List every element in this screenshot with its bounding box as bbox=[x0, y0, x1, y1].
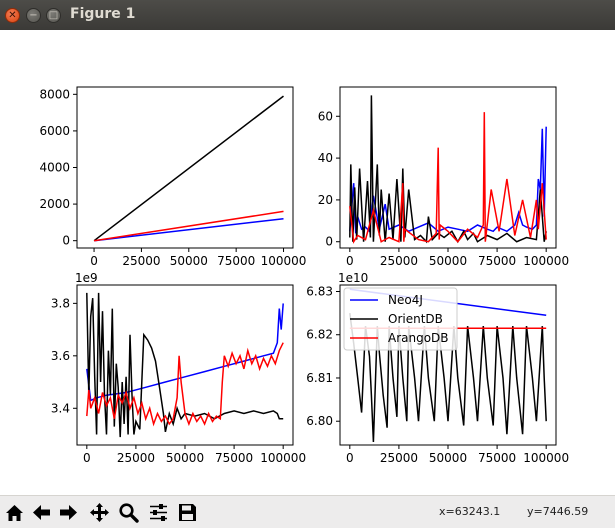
save-icon[interactable] bbox=[177, 502, 198, 523]
x-tick-label: 25000 bbox=[380, 451, 418, 465]
x-tick-label: 50000 bbox=[429, 254, 467, 268]
x-tick-label: 50000 bbox=[170, 254, 208, 268]
x-tick-label: 100000 bbox=[261, 254, 307, 268]
legend-box bbox=[343, 287, 458, 351]
series-line-top-left-0 bbox=[94, 217, 284, 242]
x-tick-label: 0 bbox=[346, 451, 354, 465]
pan-icon[interactable] bbox=[89, 502, 110, 523]
y-tick-label: 8000 bbox=[39, 87, 70, 101]
series-line-top-right-1 bbox=[349, 95, 547, 244]
y-tick-label: 6.81 bbox=[306, 371, 333, 385]
x-tick-label: 75000 bbox=[478, 254, 516, 268]
y-tick-label: 6.83 bbox=[306, 284, 333, 298]
legend-entry: ArangoDB bbox=[388, 331, 449, 345]
y-tick-label: 0 bbox=[325, 235, 333, 249]
subplots-config-icon[interactable] bbox=[148, 502, 169, 523]
window-maximize-button[interactable]: □ bbox=[46, 8, 61, 23]
axis-offset-label: 1e9 bbox=[75, 271, 98, 285]
series-line-top-right-2 bbox=[349, 112, 547, 244]
zoom-icon[interactable] bbox=[118, 502, 139, 523]
x-tick-label: 100000 bbox=[523, 451, 569, 465]
figure-canvas[interactable]: 0 25000 50000 75000 100000 0 2000 4000 6000 8000 0… bbox=[0, 30, 615, 495]
navigation-toolbar: x=63243.1 y=7446.59 bbox=[0, 495, 615, 528]
home-icon[interactable] bbox=[4, 502, 25, 523]
window-close-button[interactable]: ✕ bbox=[5, 8, 20, 23]
x-tick-label: 75000 bbox=[215, 451, 253, 465]
y-tick-label: 3.6 bbox=[51, 349, 70, 363]
x-coordinate-readout: x=63243.1 bbox=[439, 505, 501, 518]
x-tick-label: 25000 bbox=[380, 254, 418, 268]
y-tick-label: 40 bbox=[318, 151, 333, 165]
y-tick-label: 4000 bbox=[39, 161, 70, 175]
x-tick-label: 0 bbox=[346, 254, 354, 268]
y-tick-label: 20 bbox=[318, 193, 333, 207]
x-tick-label: 100000 bbox=[523, 254, 569, 268]
y-tick-label: 6.80 bbox=[306, 414, 333, 428]
x-tick-label: 25000 bbox=[122, 254, 160, 268]
y-tick-label: 3.8 bbox=[51, 296, 70, 310]
y-tick-label: 6.82 bbox=[306, 328, 333, 342]
figure-svg: 0 25000 50000 75000 100000020004000600080000… bbox=[39, 86, 569, 465]
forward-arrow-icon[interactable] bbox=[58, 502, 79, 523]
window-minimize-button[interactable]: − bbox=[26, 8, 41, 23]
x-tick-label: 0 bbox=[83, 451, 91, 465]
axis-offset-label: 1e10 bbox=[338, 271, 368, 285]
series-line-bottom-left-2 bbox=[86, 342, 284, 427]
y-tick-label: 6000 bbox=[39, 124, 70, 138]
x-tick-label: 75000 bbox=[478, 451, 516, 465]
series-line-top-left-2 bbox=[93, 210, 284, 242]
back-arrow-icon[interactable] bbox=[31, 502, 52, 523]
window-titlebar: ✕ − □ Figure 1 bbox=[0, 0, 615, 30]
y-coordinate-readout: y=7446.59 bbox=[527, 505, 589, 518]
legend-entry: Neo4J bbox=[388, 293, 423, 307]
y-tick-label: 3.4 bbox=[51, 401, 70, 415]
series-line-top-left-1 bbox=[93, 95, 284, 242]
x-tick-label: 50000 bbox=[429, 451, 467, 465]
x-tick-label: 100000 bbox=[260, 451, 306, 465]
x-tick-label: 25000 bbox=[117, 451, 155, 465]
y-tick-label: 0 bbox=[62, 234, 70, 248]
y-tick-label: 2000 bbox=[39, 197, 70, 211]
window-title: Figure 1 bbox=[70, 6, 136, 22]
x-tick-label: 50000 bbox=[166, 451, 204, 465]
x-tick-label: 0 bbox=[90, 254, 98, 268]
y-tick-label: 60 bbox=[318, 109, 333, 123]
legend-entry: OrientDB bbox=[388, 312, 443, 326]
axes-frame-top-left bbox=[76, 86, 294, 249]
x-tick-label: 75000 bbox=[217, 254, 255, 268]
